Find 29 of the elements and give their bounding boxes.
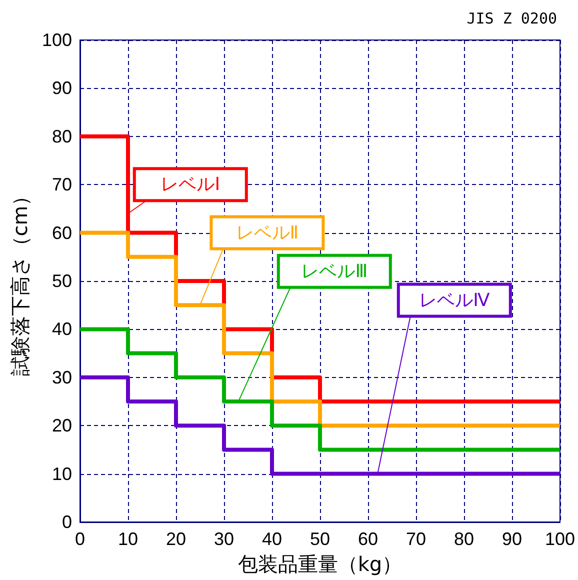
y-tick-label: 40 [52, 319, 72, 340]
x-tick-label: 50 [310, 529, 330, 549]
y-tick-label: 100 [42, 30, 72, 50]
y-axis-title: 試験落下高さ（cm） [8, 186, 32, 376]
y-tick-label: 30 [52, 367, 72, 388]
x-tick-label: 10 [118, 529, 138, 549]
x-tick-label: 80 [454, 529, 474, 549]
series-label: レベルⅠ [160, 174, 220, 196]
x-tick-label: 60 [358, 529, 378, 549]
y-tick-label: 90 [52, 78, 72, 98]
y-tick-label: 80 [52, 126, 72, 146]
x-tick-label: 70 [406, 529, 426, 549]
x-tick-label: 90 [502, 529, 522, 549]
x-axis-title: 包装品重量（kg） [238, 552, 402, 576]
y-tick-label: 70 [52, 174, 72, 195]
text: レベルⅢ [301, 260, 368, 282]
y-tick-label: 10 [52, 464, 72, 484]
text: レベルⅣ [419, 290, 490, 311]
y-tick-label: 0 [62, 512, 72, 532]
x-tick-label: 30 [214, 529, 234, 549]
y-tick-label: 50 [52, 271, 72, 291]
y-tick-label: 60 [52, 222, 72, 243]
text: レベルⅡ [236, 222, 299, 244]
x-tick-label: 0 [74, 529, 86, 549]
y-tick-label: 20 [52, 416, 72, 436]
x-tick-label: 20 [166, 529, 186, 549]
chart-title: JIS Z 0200 [466, 10, 558, 28]
x-tick-label: 100 [544, 529, 576, 549]
x-tick-label: 40 [262, 529, 282, 549]
